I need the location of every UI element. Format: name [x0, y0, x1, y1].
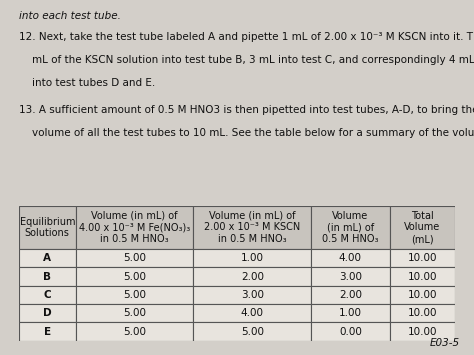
Bar [311, 267, 390, 286]
Bar [390, 249, 455, 267]
Bar [76, 267, 193, 286]
Bar [76, 322, 193, 341]
Text: 5.00: 5.00 [123, 327, 146, 337]
Text: into test tubes D and E.: into test tubes D and E. [19, 78, 155, 88]
Bar [76, 286, 193, 304]
Text: volume of all the test tubes to 10 mL. See the table below for a summary of the : volume of all the test tubes to 10 mL. S… [19, 128, 474, 138]
Bar [193, 304, 311, 322]
Text: 2.00: 2.00 [241, 272, 264, 282]
Text: 10.00: 10.00 [408, 272, 437, 282]
Text: Volume (in mL) of
2.00 x 10⁻³ M KSCN
in 0.5 M HNO₃: Volume (in mL) of 2.00 x 10⁻³ M KSCN in … [204, 211, 301, 244]
Text: 12. Next, take the test tube labeled A and pipette 1 mL of 2.00 x 10⁻³ M KSCN in: 12. Next, take the test tube labeled A a… [19, 32, 474, 42]
Bar [193, 267, 311, 286]
Text: 4.00: 4.00 [241, 308, 264, 318]
Bar [311, 322, 390, 341]
Text: 10.00: 10.00 [408, 290, 437, 300]
Text: C: C [44, 290, 51, 300]
Bar [311, 286, 390, 304]
Text: Volume (in mL) of
4.00 x 10⁻³ M Fe(NO₃)₃
in 0.5 M HNO₃: Volume (in mL) of 4.00 x 10⁻³ M Fe(NO₃)₃… [79, 211, 190, 244]
Text: 13. A sufficient amount of 0.5 M HNO3 is then pipetted into test tubes, A-D, to : 13. A sufficient amount of 0.5 M HNO3 is… [19, 105, 474, 115]
Text: 5.00: 5.00 [241, 327, 264, 337]
Text: Total
Volume
(mL): Total Volume (mL) [404, 211, 440, 244]
Bar [19, 267, 76, 286]
Bar [390, 322, 455, 341]
Text: 3.00: 3.00 [241, 290, 264, 300]
Text: 0.00: 0.00 [339, 327, 362, 337]
Bar [390, 286, 455, 304]
Text: Volume
(in mL) of
0.5 M HNO₃: Volume (in mL) of 0.5 M HNO₃ [322, 211, 379, 244]
Bar [76, 206, 193, 249]
Text: B: B [43, 272, 51, 282]
Text: D: D [43, 308, 52, 318]
Text: 5.00: 5.00 [123, 272, 146, 282]
Text: 5.00: 5.00 [123, 290, 146, 300]
Text: E: E [44, 327, 51, 337]
Text: 3.00: 3.00 [339, 272, 362, 282]
Text: into each test tube.: into each test tube. [19, 11, 121, 21]
Text: E03-5: E03-5 [429, 338, 460, 348]
Bar [193, 206, 311, 249]
Bar [311, 206, 390, 249]
Text: 4.00: 4.00 [339, 253, 362, 263]
Bar [390, 206, 455, 249]
Text: 10.00: 10.00 [408, 308, 437, 318]
Text: mL of the KSCN solution into test tube B, 3 mL into test C, and correspondingly : mL of the KSCN solution into test tube B… [19, 55, 474, 65]
Text: 1.00: 1.00 [339, 308, 362, 318]
Bar [311, 304, 390, 322]
Text: 5.00: 5.00 [123, 308, 146, 318]
Bar [76, 249, 193, 267]
Bar [19, 304, 76, 322]
Bar [19, 322, 76, 341]
Bar [390, 267, 455, 286]
Text: 2.00: 2.00 [339, 290, 362, 300]
Text: 10.00: 10.00 [408, 253, 437, 263]
Bar [193, 322, 311, 341]
Text: Equilibrium
Solutions: Equilibrium Solutions [19, 217, 75, 238]
Bar [19, 249, 76, 267]
Bar [76, 304, 193, 322]
Bar [311, 249, 390, 267]
Bar [19, 286, 76, 304]
Text: 10.00: 10.00 [408, 327, 437, 337]
Text: A: A [43, 253, 51, 263]
Bar [193, 249, 311, 267]
Bar [193, 286, 311, 304]
Bar [19, 206, 76, 249]
Bar [390, 304, 455, 322]
Text: 5.00: 5.00 [123, 253, 146, 263]
Text: 1.00: 1.00 [241, 253, 264, 263]
